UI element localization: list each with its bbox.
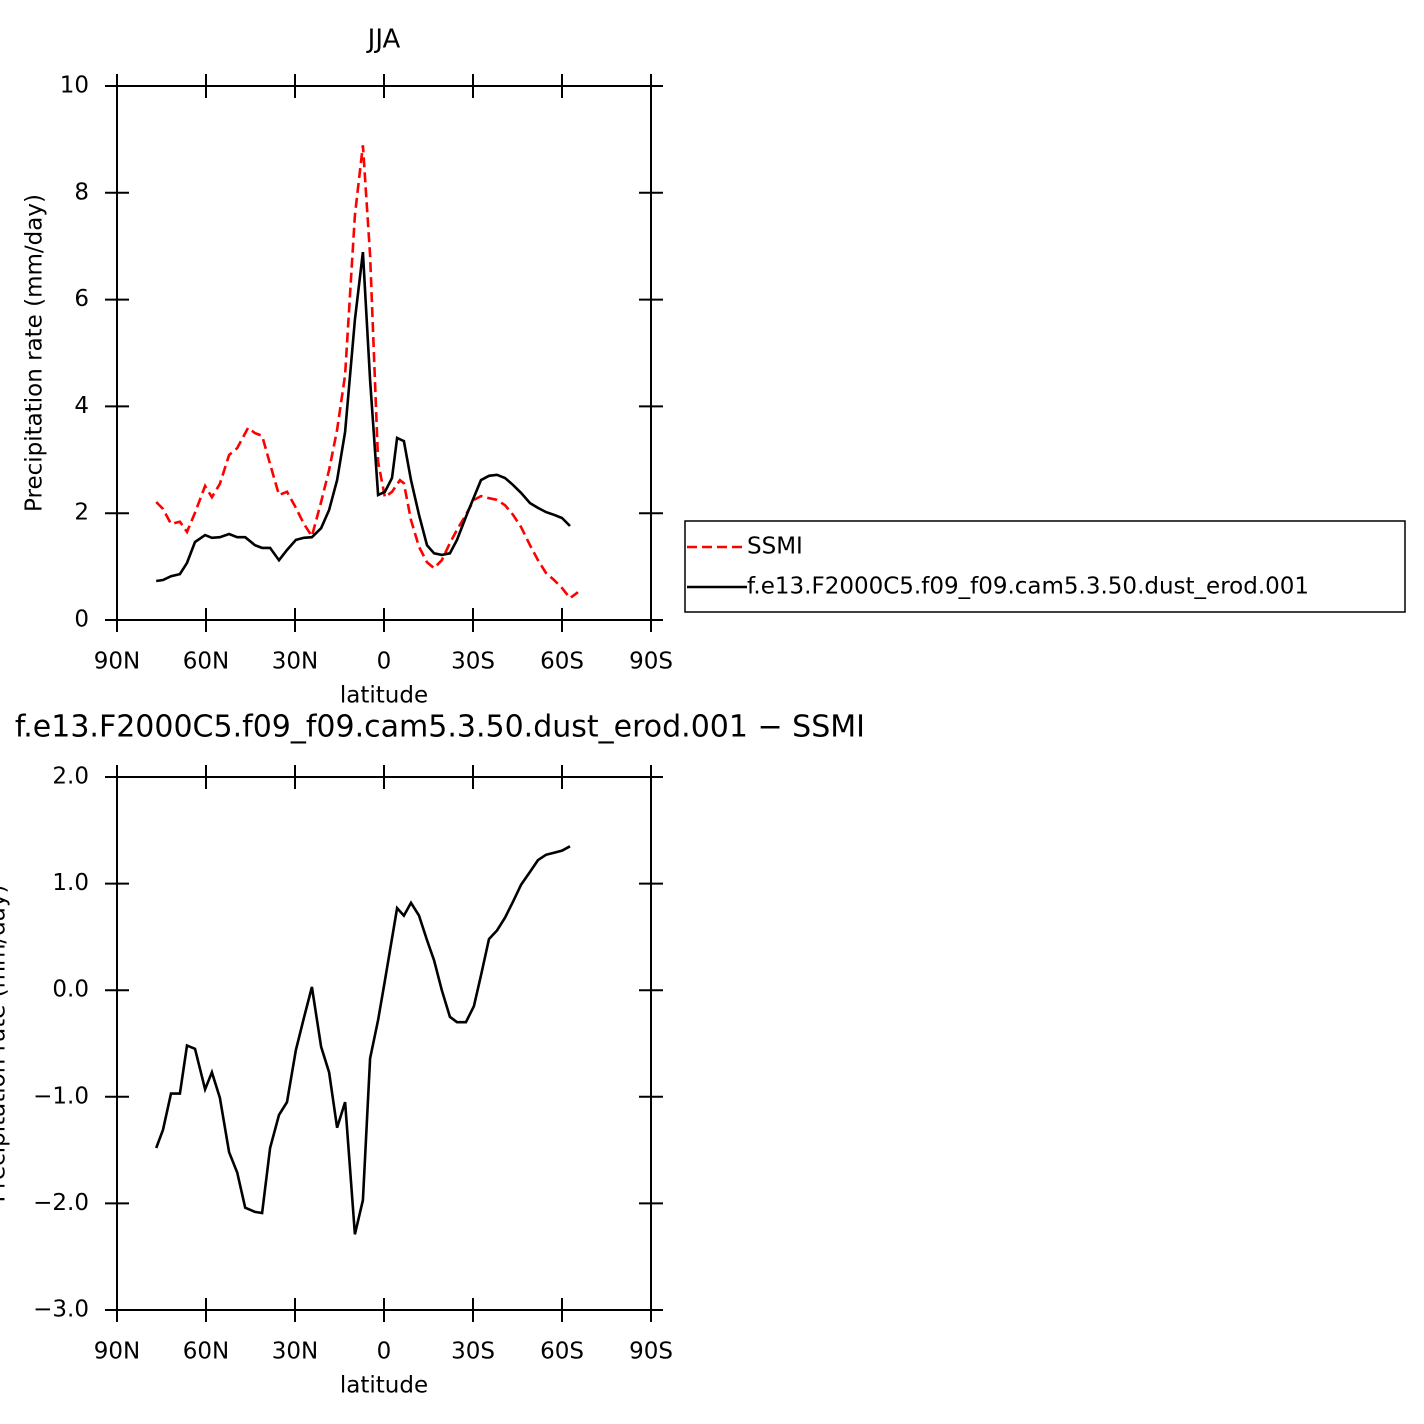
legend-label: SSMI (747, 534, 803, 560)
x-tick-label: 30S (451, 1339, 495, 1365)
x-tick-label: 90N (94, 649, 140, 675)
x-tick-label: 30N (272, 1339, 318, 1365)
x-tick-label: 90S (629, 649, 673, 675)
x-tick-label: 30N (272, 649, 318, 675)
x-tick-label: 60N (183, 1339, 229, 1365)
y-tick-label: 0 (74, 607, 89, 633)
y-tick-label: 2 (74, 500, 89, 526)
x-tick-label: 90N (94, 1339, 140, 1365)
y-tick-label: 8 (74, 179, 89, 205)
x-axis-label: latitude (340, 683, 428, 709)
x-tick-label: 30S (451, 649, 495, 675)
y-tick-label: 4 (74, 393, 89, 419)
y-tick-label: 10 (60, 73, 89, 99)
chart-title: f.e13.F2000C5.f09_f09.cam5.3.50.dust_ero… (15, 710, 865, 745)
y-axis-label: Precipitation rate (mm/day) (0, 885, 11, 1203)
legend-label: f.e13.F2000C5.f09_f09.cam5.3.50.dust_ero… (747, 574, 1309, 600)
y-tick-label: 6 (74, 286, 89, 312)
data-line (156, 251, 571, 583)
x-tick-label: 90S (629, 1339, 673, 1365)
y-tick-label: −2.0 (33, 1190, 89, 1216)
plot-frame (116, 776, 652, 1311)
x-tick-label: 0 (377, 1339, 392, 1365)
y-tick-label: 2.0 (52, 764, 89, 790)
x-axis-label: latitude (340, 1373, 428, 1399)
y-tick-label: 0.0 (52, 977, 89, 1003)
x-tick-label: 60N (183, 649, 229, 675)
legend-box (684, 520, 1406, 613)
y-tick-label: 1.0 (52, 870, 89, 896)
y-axis-label: Precipitation rate (mm/day) (22, 194, 48, 512)
x-tick-label: 60S (540, 649, 584, 675)
x-tick-label: 60S (540, 1339, 584, 1365)
chart-title: JJA (366, 25, 401, 55)
data-line (155, 145, 579, 600)
y-tick-label: −3.0 (33, 1297, 89, 1323)
x-tick-label: 0 (377, 649, 392, 675)
data-line (154, 845, 571, 1235)
y-tick-label: −1.0 (33, 1083, 89, 1109)
